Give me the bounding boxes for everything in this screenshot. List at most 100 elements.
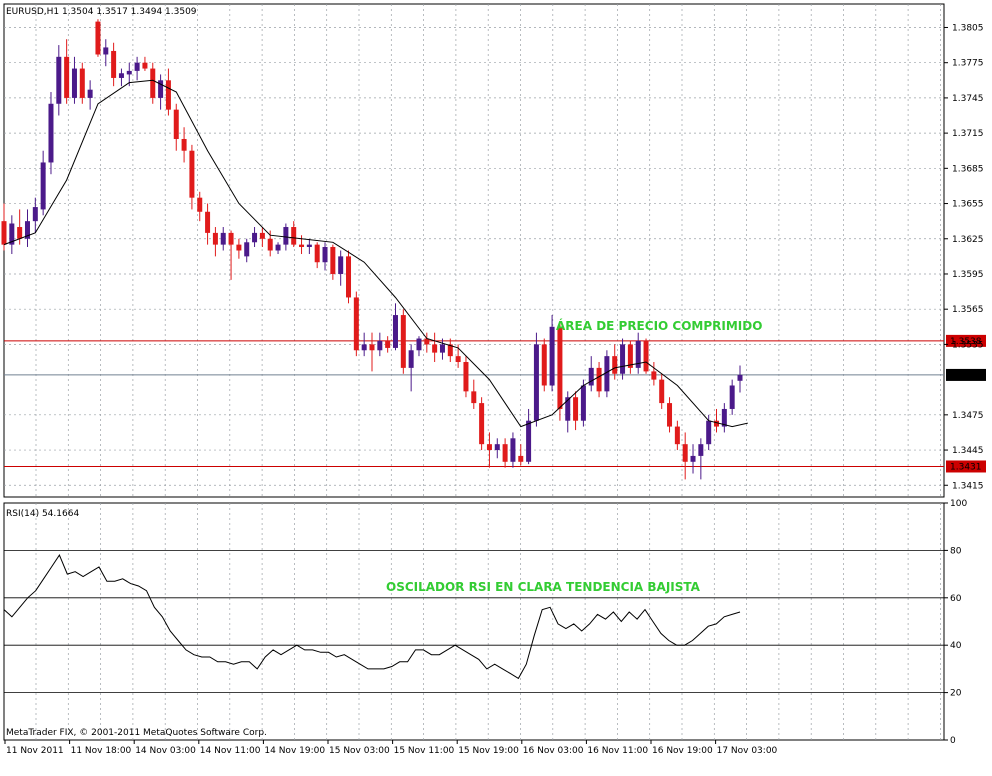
candle-body <box>526 420 532 462</box>
axis-labels: 1.3805 1.3775 1.3745 1.3715 1.3685 1.3655 1.36… <box>4 23 984 756</box>
chart-frame <box>3 3 945 741</box>
current-price-label: 1.3509 <box>950 371 982 381</box>
time-tick-label: 14 Nov 03:00 <box>135 746 196 756</box>
candle-body <box>643 340 649 372</box>
time-tick-label: 14 Nov 19:00 <box>264 746 325 756</box>
candle-body <box>361 344 367 351</box>
candle-body <box>588 367 594 386</box>
candle-body <box>267 238 273 251</box>
candle-body <box>392 315 398 348</box>
candle-body <box>651 371 657 380</box>
rsi-series <box>3 554 741 680</box>
candle-body <box>87 89 93 98</box>
price-panel-border <box>3 3 945 498</box>
candle-body <box>103 47 109 55</box>
candle-body <box>32 207 38 222</box>
candle-body <box>533 344 539 421</box>
time-tick-label: 11 Nov 2011 <box>6 746 64 756</box>
candle-body <box>314 244 320 263</box>
rsi-panel-border <box>3 502 945 741</box>
price-level-tag <box>946 460 986 473</box>
candle-body <box>557 326 563 409</box>
candle-body <box>573 397 579 421</box>
candle-body <box>432 344 438 353</box>
candle-body <box>244 242 250 257</box>
candle-body <box>486 444 492 451</box>
candle-body <box>126 70 132 75</box>
candle-body <box>510 438 516 462</box>
time-tick-label: 17 Nov 03:00 <box>717 746 778 756</box>
candle-body <box>667 403 673 427</box>
candle-body <box>698 444 704 456</box>
candle-body <box>518 455 524 462</box>
rsi-tick-label: 60 <box>950 594 962 604</box>
price-tick-label: 1.3475 <box>952 411 984 421</box>
ma-line <box>3 79 748 428</box>
candle-body <box>17 227 23 239</box>
candlestick-series <box>1 19 743 480</box>
moving-average <box>3 79 748 428</box>
candle-body <box>150 68 156 98</box>
price-tick-label: 1.3715 <box>952 129 984 139</box>
candle-body <box>565 397 571 421</box>
candle-body <box>220 232 226 245</box>
candle-body <box>549 326 555 386</box>
candle-body <box>714 420 720 427</box>
price-tick-label: 1.3685 <box>952 164 984 174</box>
price-tick-label: 1.3445 <box>952 446 984 456</box>
candle-body <box>580 385 586 421</box>
candle-body <box>236 244 242 251</box>
price-tick-label: 1.3595 <box>952 270 984 280</box>
rsi-title: RSI(14) 54.1664 <box>6 509 79 519</box>
time-tick-label: 16 Nov 19:00 <box>652 746 713 756</box>
candle-body <box>377 340 383 351</box>
price-level-label: 1.3538 <box>950 337 982 347</box>
symbol-header: EURUSD,H1 1.3504 1.3517 1.3494 1.3509 <box>6 7 197 17</box>
candle-body <box>165 80 171 110</box>
grid-lines <box>4 4 944 740</box>
candle-body <box>275 244 281 251</box>
candle-body <box>173 109 179 139</box>
candle-body <box>346 256 352 298</box>
time-tick-label: 16 Nov 03:00 <box>523 746 584 756</box>
candle-body <box>541 344 547 386</box>
candle-body <box>353 297 359 351</box>
candle-body <box>205 211 211 233</box>
candle-body <box>455 356 461 363</box>
candle-body <box>494 444 500 451</box>
rsi-tick-label: 80 <box>950 546 962 556</box>
candle-body <box>690 455 696 462</box>
candle-body <box>502 444 508 462</box>
current-price-tag <box>946 368 986 381</box>
candle-body <box>706 420 712 445</box>
candle-body <box>635 340 641 368</box>
candle-body <box>291 227 297 245</box>
price-tick-label: 1.3655 <box>952 200 984 210</box>
candle-body <box>299 244 305 247</box>
rsi-line <box>3 554 741 680</box>
time-tick-label: 14 Nov 11:00 <box>200 746 261 756</box>
candle-body <box>737 374 743 381</box>
price-tick-label: 1.3775 <box>952 59 984 69</box>
candle-body <box>471 391 477 404</box>
candle-body <box>369 344 375 351</box>
candle-body <box>212 232 218 245</box>
candle-body <box>118 73 124 78</box>
candle-body <box>197 197 203 212</box>
candle-body <box>48 103 54 163</box>
candle-body <box>627 344 633 368</box>
rsi-tick-label: 0 <box>950 736 956 746</box>
price-tick-label: 1.3625 <box>952 235 984 245</box>
candle-body <box>252 232 258 243</box>
candle-body <box>385 340 391 348</box>
candle-body <box>56 56 62 104</box>
candle-body <box>659 379 665 404</box>
candle-body <box>408 350 414 368</box>
candle-body <box>40 162 46 210</box>
candle-body <box>259 232 265 239</box>
candle-body <box>416 338 422 351</box>
candle-body <box>79 68 85 98</box>
candle-body <box>142 62 148 69</box>
candle-body <box>158 80 164 98</box>
footer-copyright: MetaTrader FIX, © 2001-2011 MetaQuotes S… <box>6 728 267 738</box>
